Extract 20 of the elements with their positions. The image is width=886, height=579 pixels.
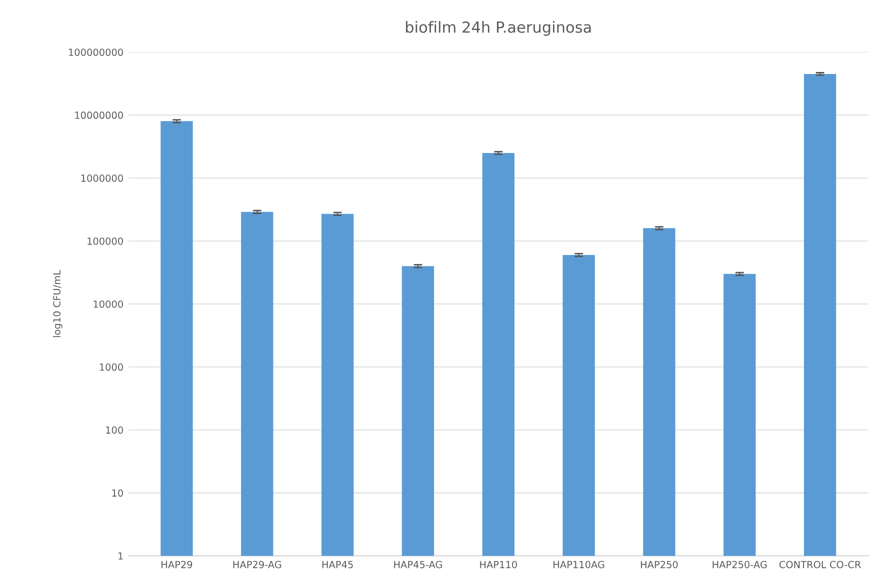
y-tick-label: 10 [112,489,123,497]
y-tick-label: 100000 [88,237,123,245]
y-tick-label: 1000 [100,363,123,371]
y-tick-label: 10000 [94,300,123,308]
x-tick-label: HAP29 [162,560,192,568]
y-axis-title: log10 CFU/mL [52,270,62,338]
x-tick-label: HAP45-AG [394,560,442,568]
y-tick-label: 100 [106,426,123,434]
y-tick-label: 10000000 [75,112,123,119]
y-tick-label: 100000000 [69,48,123,56]
x-tick-label: HAP250-AG [712,560,767,568]
x-tick-label: CONTROL CO-CR [779,560,861,568]
x-tick-label: HAP45 [322,561,353,568]
y-tick-label: 1 [118,552,123,560]
y-tick-label: 1000000 [81,174,123,182]
x-tick-label: HAP110 [480,560,517,568]
x-tick-label: HAP250 [640,560,678,568]
chart-title: biofilm 24h P.aeruginosa [406,21,591,36]
x-tick-label: HAP29-AG [233,560,282,568]
x-tick-label: HAP110AG [554,560,604,568]
